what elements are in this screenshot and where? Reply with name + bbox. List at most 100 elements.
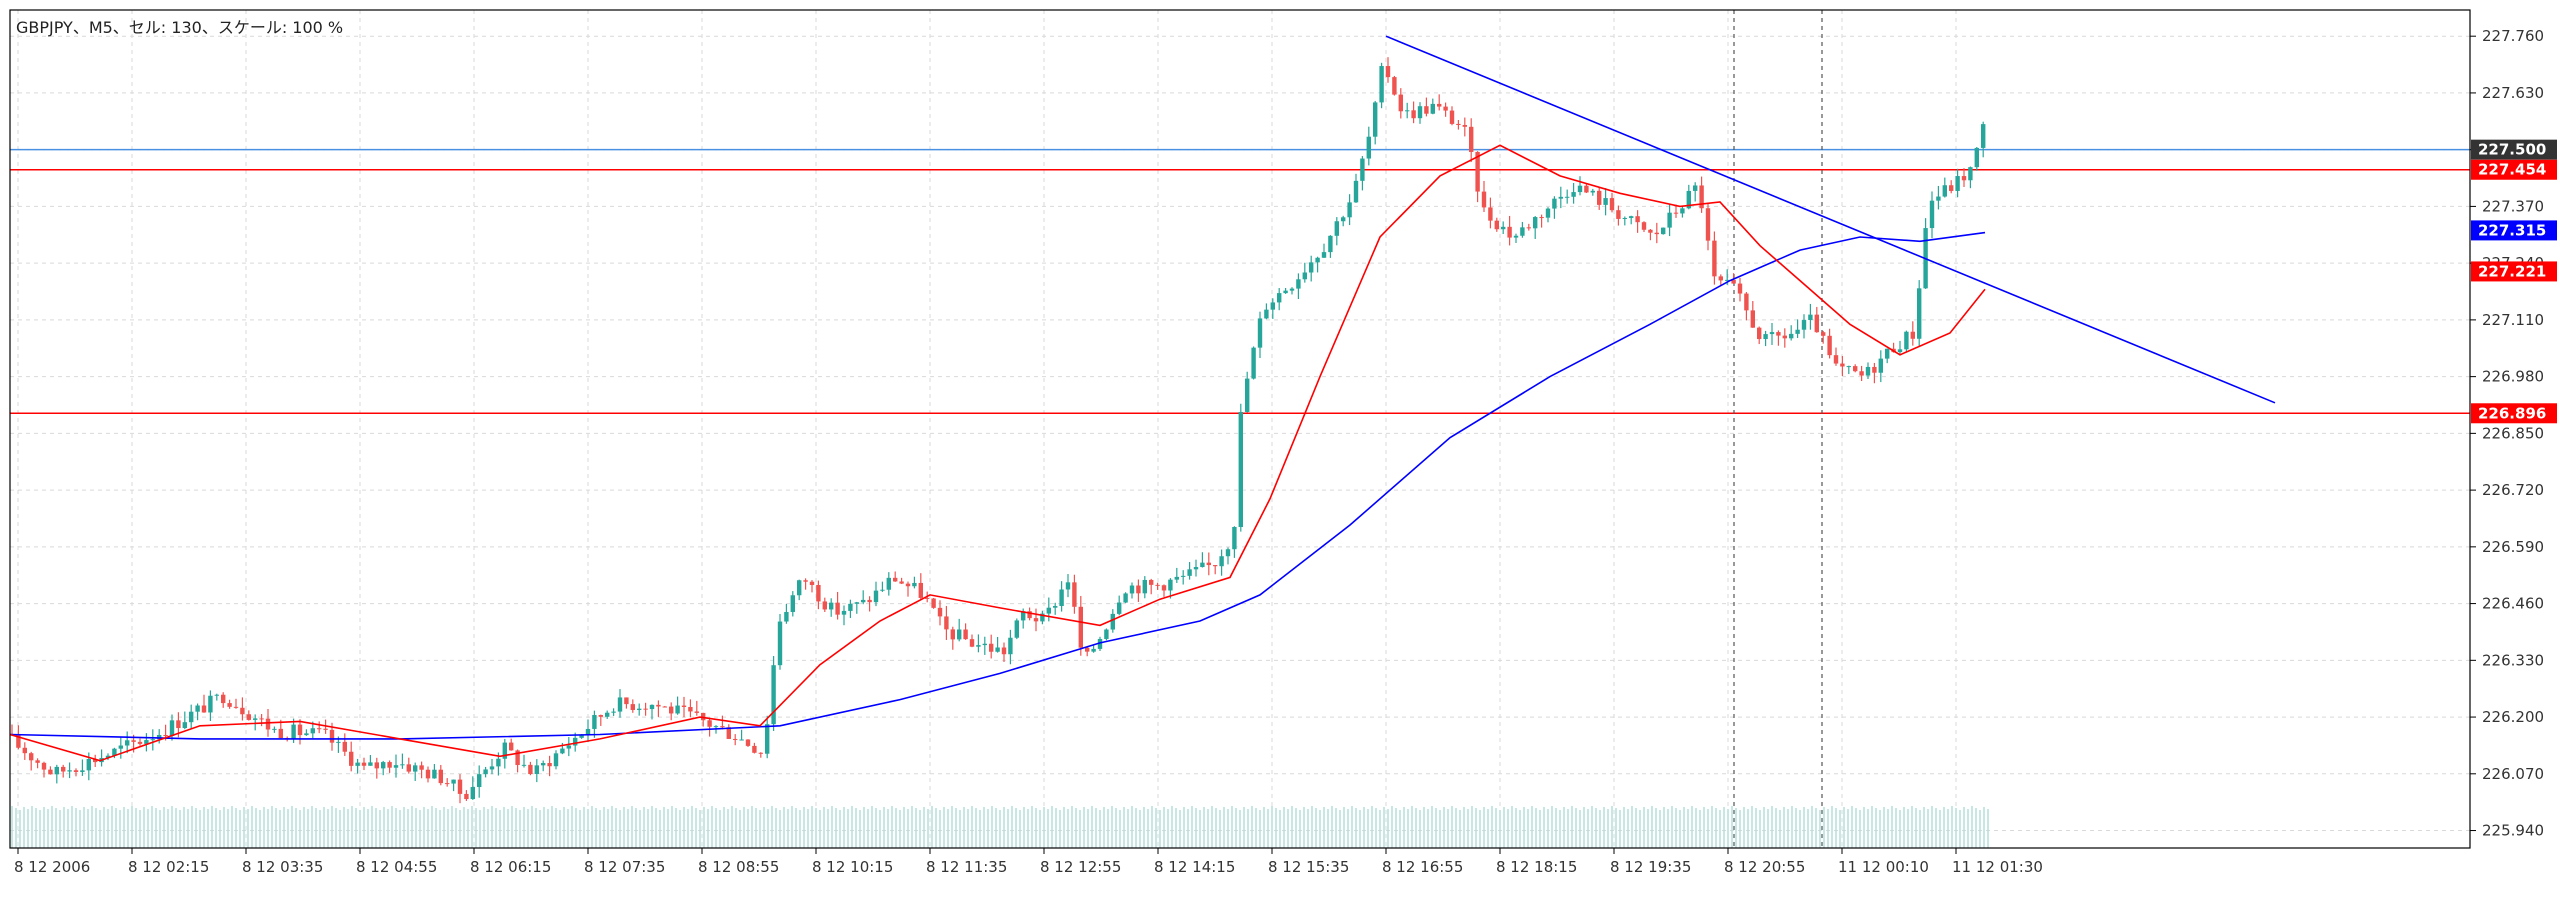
time-tick-label: 8 12 07:35: [584, 858, 665, 876]
candle-body: [272, 728, 277, 730]
candle-body: [1744, 293, 1749, 311]
candle-body: [784, 611, 789, 622]
candle-body: [560, 748, 565, 754]
candle-body: [1603, 198, 1608, 205]
candle-body: [1622, 217, 1627, 219]
candle-body: [16, 735, 21, 748]
candle-body: [169, 720, 175, 737]
candle-body: [662, 706, 667, 708]
candle-body: [637, 708, 642, 710]
candle-body: [726, 727, 731, 739]
candle-body: [73, 770, 79, 772]
candle-body: [329, 729, 335, 743]
candle-body: [521, 764, 527, 766]
candle-body: [144, 740, 149, 744]
candle-body: [643, 708, 648, 710]
candle-body: [48, 769, 53, 775]
candle-body: [1001, 647, 1007, 655]
candle-body: [1910, 331, 1915, 339]
price-tag: [2471, 220, 2557, 241]
candle-body: [105, 755, 111, 759]
time-tick-label: 8 12 03:35: [242, 858, 323, 876]
candle-body: [1814, 314, 1819, 333]
candle-body: [912, 582, 917, 587]
candle-body: [80, 770, 85, 772]
time-axis[interactable]: 8 12 2006 8 12 02:15 8 12 03:35 8 12 04:55 8…: [14, 848, 2043, 876]
price-tick-label: 226.330: [2482, 651, 2544, 669]
candle-body: [963, 629, 968, 640]
candle-body: [304, 733, 309, 736]
candle-body: [528, 764, 533, 775]
candle-body: [829, 602, 834, 610]
candle-body: [195, 705, 200, 712]
trendline[interactable]: [1385, 35, 2276, 404]
candle-body: [125, 740, 130, 746]
candle-body: [1558, 196, 1563, 199]
time-tick-label: 8 12 10:15: [812, 858, 893, 876]
candle-body: [733, 738, 738, 740]
candle-body: [1238, 411, 1243, 528]
candle-body: [797, 580, 802, 596]
candle-body: [1065, 582, 1071, 590]
candle-body: [1283, 290, 1288, 294]
candle-body: [150, 739, 155, 741]
candle-body: [393, 765, 399, 768]
price-tick-label: 226.720: [2482, 481, 2544, 499]
candle-body: [976, 645, 981, 647]
candle-body: [854, 602, 859, 604]
candle-body: [1411, 110, 1416, 119]
candle-body: [585, 728, 591, 735]
candle-body: [278, 728, 283, 739]
candle-body: [1494, 220, 1499, 230]
trendline[interactable]: [1385, 35, 2276, 404]
candle-body: [1763, 334, 1768, 340]
candle-body: [1885, 348, 1890, 359]
candle-body: [573, 737, 578, 746]
time-tick-label: 11 12 01:30: [1952, 858, 2043, 876]
candle-body: [1629, 216, 1634, 218]
candle-body: [1014, 620, 1019, 638]
candle-body: [1737, 283, 1743, 294]
candle-body: [432, 769, 437, 779]
candle-body: [1040, 613, 1045, 622]
candle-body: [1027, 611, 1032, 619]
candle-body: [1174, 576, 1179, 580]
candle-body: [1078, 606, 1083, 648]
candle-body: [137, 741, 143, 744]
ma-fast-line: [9, 144, 1986, 762]
candle-body: [291, 724, 296, 739]
candle-body: [118, 745, 123, 749]
candle-body: [1955, 176, 1960, 191]
period-separators: [1733, 10, 1823, 848]
price-tag: [2471, 159, 2557, 180]
candle-body: [1757, 327, 1762, 340]
candle-body: [765, 724, 770, 754]
candle-body: [1117, 602, 1122, 614]
candle-body: [1725, 279, 1730, 281]
candle-body: [131, 740, 136, 742]
price-tag-label: 226.896: [2478, 404, 2546, 422]
candle-body: [1481, 191, 1487, 208]
candle-body: [1539, 217, 1544, 219]
candle-body: [1110, 613, 1115, 630]
time-tick-label: 8 12 04:55: [356, 858, 437, 876]
price-tag-label: 227.500: [2478, 141, 2546, 159]
candle-body: [566, 745, 571, 749]
candle-body: [534, 765, 539, 775]
candle-body: [189, 711, 194, 723]
time-tick-label: 8 12 15:35: [1268, 858, 1349, 876]
candle-body: [317, 728, 322, 730]
price-tick-label: 227.370: [2482, 197, 2544, 215]
candle-body: [1142, 579, 1147, 594]
candle-body: [1661, 227, 1666, 235]
time-tick-label: 8 12 16:55: [1382, 858, 1463, 876]
candle-body: [489, 766, 495, 770]
candle-body: [1168, 579, 1173, 591]
candle-body: [1341, 217, 1346, 222]
candle-body: [1533, 217, 1538, 229]
candle-body: [1584, 185, 1589, 193]
candle-body: [1667, 212, 1672, 228]
candle-body: [1565, 196, 1570, 198]
